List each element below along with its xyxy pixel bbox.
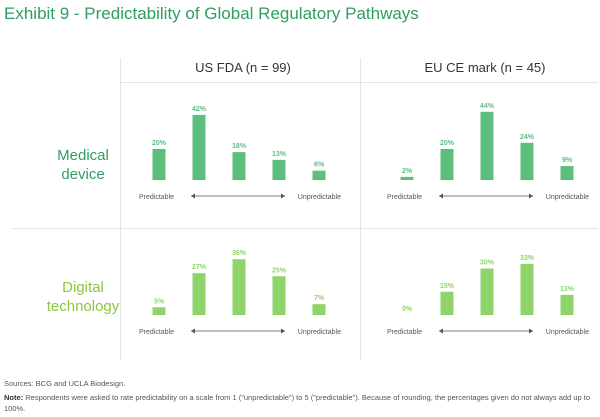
bar-digital-us-fda-3: [232, 259, 246, 315]
data-label-digital-us-fda-5: 7%: [314, 295, 325, 302]
data-label-digital-eu-ce-3: 30%: [480, 260, 495, 267]
axis-arrowhead-right-medical-us-fda: [281, 193, 285, 199]
data-label-medical-eu-ce-3: 44%: [480, 103, 495, 110]
note-label: Note:: [4, 393, 24, 402]
column-header-eu-ce: EU CE mark (n = 45): [424, 60, 546, 75]
axis-arrowhead-right-digital-us-fda: [281, 328, 285, 334]
bar-digital-eu-ce-3: [480, 268, 494, 315]
bar-digital-eu-ce-5: [560, 294, 574, 315]
sources-text: Sources: BCG and UCLA Biodesign.: [4, 379, 126, 388]
data-label-medical-eu-ce-5: 9%: [562, 157, 573, 164]
data-label-medical-us-fda-3: 18%: [232, 143, 247, 150]
data-label-digital-us-fda-2: 27%: [192, 264, 207, 271]
header-rule: [120, 82, 598, 83]
data-label-medical-eu-ce-2: 20%: [440, 140, 455, 147]
bar-medical-eu-ce-2: [440, 149, 454, 180]
axis-arrowhead-left-digital-us-fda: [191, 328, 195, 334]
bar-digital-eu-ce-2: [440, 291, 454, 315]
bar-medical-us-fda-3: [232, 152, 246, 180]
data-label-medical-eu-ce-1: 2%: [402, 168, 413, 175]
axis-arrowhead-left-medical-us-fda: [191, 193, 195, 199]
axis-label-predictable-medical-eu-ce: Predictable: [387, 194, 422, 201]
axis-label-predictable-digital-us-fda: Predictable: [139, 329, 174, 336]
bar-digital-us-fda-1: [152, 307, 166, 315]
row-divider: [12, 228, 598, 229]
data-label-digital-us-fda-4: 25%: [272, 267, 287, 274]
left-divider: [120, 58, 121, 360]
data-label-digital-us-fda-3: 36%: [232, 250, 247, 257]
data-label-digital-eu-ce-1: 0%: [402, 306, 413, 313]
data-label-digital-us-fda-1: 5%: [154, 298, 165, 305]
row-label-medical-device: Medical device: [57, 147, 109, 183]
bar-medical-us-fda-5: [312, 170, 326, 180]
axis-label-unpredictable-digital-eu-ce: Unpredictable: [546, 329, 589, 336]
axis-label-unpredictable-medical-eu-ce: Unpredictable: [546, 194, 589, 201]
axis-arrowhead-right-medical-eu-ce: [529, 193, 533, 199]
center-divider: [360, 58, 361, 360]
column-header-us-fda: US FDA (n = 99): [195, 60, 291, 75]
bar-medical-us-fda-1: [152, 149, 166, 180]
bar-digital-eu-ce-4: [520, 263, 534, 315]
bar-medical-eu-ce-4: [520, 142, 534, 180]
data-label-digital-eu-ce-2: 15%: [440, 283, 455, 290]
data-label-digital-eu-ce-5: 13%: [560, 286, 575, 293]
bar-digital-us-fda-4: [272, 276, 286, 315]
bar-medical-us-fda-4: [272, 159, 286, 180]
data-label-medical-us-fda-1: 20%: [152, 140, 167, 147]
bar-medical-us-fda-2: [192, 114, 206, 180]
data-label-medical-eu-ce-4: 24%: [520, 134, 535, 141]
note-text: Note: Respondents were asked to rate pre…: [4, 392, 596, 414]
axis-label-predictable-digital-eu-ce: Predictable: [387, 329, 422, 336]
chart-title: Exhibit 9 - Predictability of Global Reg…: [4, 4, 419, 23]
data-label-digital-eu-ce-4: 33%: [520, 255, 535, 262]
data-label-medical-us-fda-2: 42%: [192, 106, 207, 113]
row-label-digital-technology: Digital technology: [46, 279, 120, 315]
axis-arrowhead-left-medical-eu-ce: [439, 193, 443, 199]
axis-label-unpredictable-medical-us-fda: Unpredictable: [298, 194, 341, 201]
note-body: Respondents were asked to rate predictab…: [4, 393, 590, 413]
bar-medical-eu-ce-5: [560, 166, 574, 180]
bar-medical-eu-ce-1: [400, 176, 414, 180]
data-label-medical-us-fda-5: 6%: [314, 162, 325, 169]
axis-label-unpredictable-digital-us-fda: Unpredictable: [298, 329, 341, 336]
axis-label-predictable-medical-us-fda: Predictable: [139, 194, 174, 201]
bar-digital-us-fda-2: [192, 273, 206, 315]
data-label-medical-us-fda-4: 13%: [272, 151, 287, 158]
axis-arrowhead-right-digital-eu-ce: [529, 328, 533, 334]
bar-digital-us-fda-5: [312, 304, 326, 315]
axis-arrowhead-left-digital-eu-ce: [439, 328, 443, 334]
bar-medical-eu-ce-3: [480, 111, 494, 180]
